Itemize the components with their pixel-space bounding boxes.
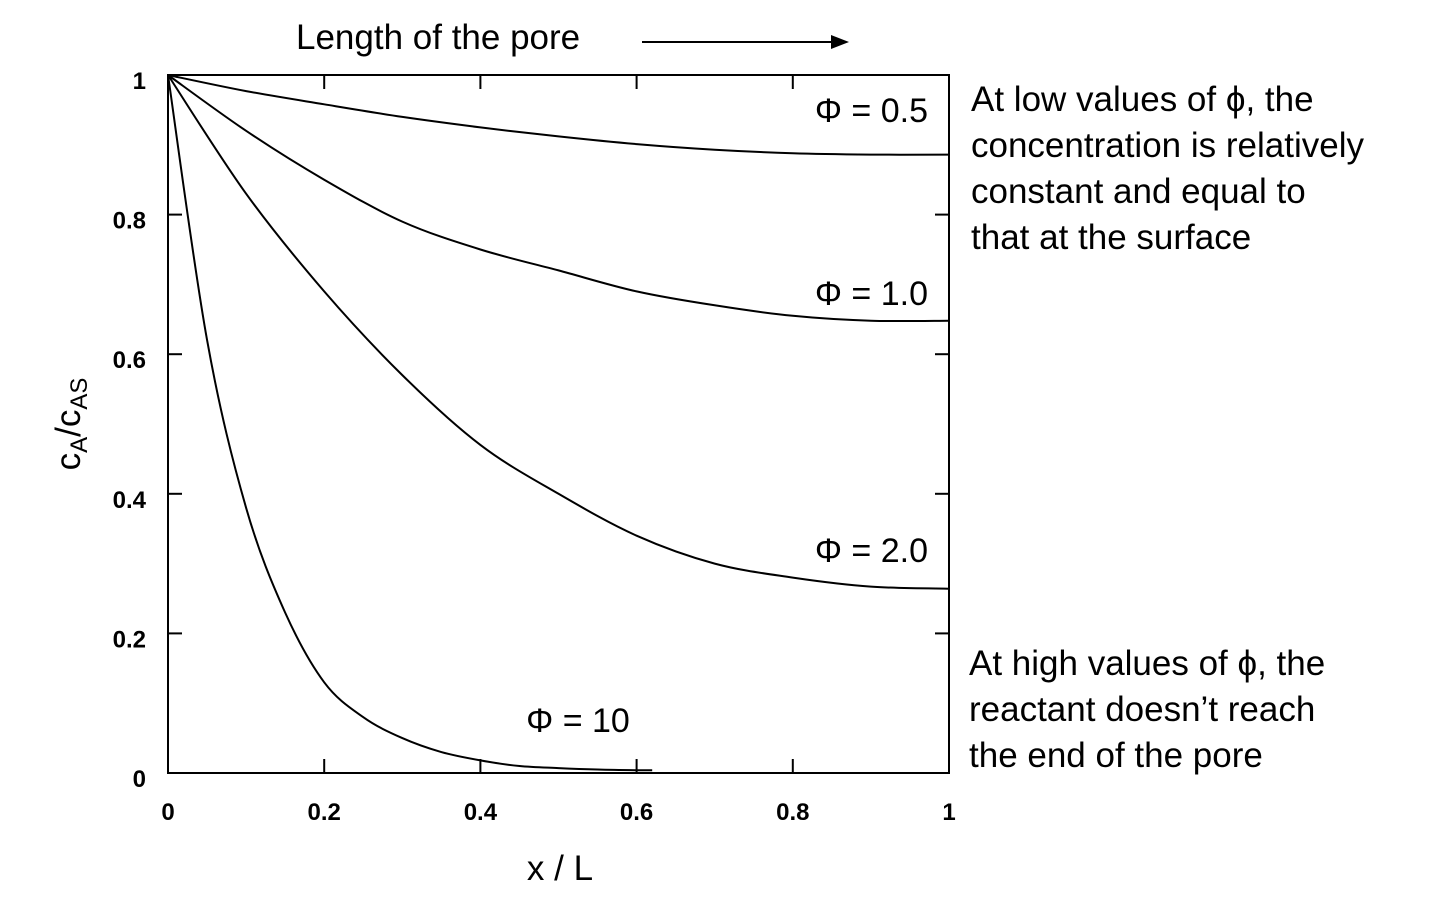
series-label-phi-0-5: Φ = 0.5: [815, 92, 928, 130]
series-label-phi-10: Φ = 10: [526, 702, 630, 740]
y-axis-title-mid: /c: [49, 410, 88, 437]
y-tick-label: 0.6: [113, 347, 146, 374]
x-tick-label: 0.8: [776, 799, 809, 826]
series-line-phi-2-0: [167, 74, 950, 590]
series-line-phi-0-5: [167, 74, 950, 156]
tick-labels: 0 0.2 0.4 0.6 0.8 1 0 0.2 0.4 0.6 0.8 1: [113, 68, 956, 826]
series-lines: [167, 74, 950, 772]
x-tick-label: 1: [942, 799, 955, 826]
pore-length-label: Length of the pore: [296, 18, 580, 57]
x-tick-label: 0: [161, 799, 174, 826]
plot-frame: [167, 74, 950, 774]
x-axis-title: x / L: [527, 849, 593, 888]
y-tick-label: 0.2: [113, 626, 146, 653]
series-label-phi-2-0: Φ = 2.0: [815, 532, 928, 570]
y-tick-label: 0.4: [113, 487, 147, 514]
y-axis-title: cA/cAS: [49, 378, 93, 471]
y-axis-title-sub2: AS: [66, 378, 93, 410]
series-line-phi-1-0: [167, 74, 950, 323]
direction-arrow: [642, 35, 849, 49]
high-phi-annotation: At high values of ϕ, the reactant doesn’…: [969, 644, 1326, 775]
series-line-phi-10: [167, 74, 653, 772]
x-tick-label: 0.6: [620, 799, 653, 826]
y-tick-label: 0: [133, 766, 146, 793]
y-axis-title-sub1: A: [66, 437, 93, 453]
y-tick-label: 0.8: [113, 208, 146, 235]
series-labels: Φ = 0.5 Φ = 1.0 Φ = 2.0 Φ = 10: [526, 92, 928, 740]
x-tick-label: 0.2: [308, 799, 341, 826]
axis-ticks: [167, 74, 950, 774]
y-tick-label: 1: [133, 68, 146, 95]
y-axis-title-base: c: [49, 453, 88, 471]
x-tick-label: 0.4: [464, 799, 498, 826]
series-label-phi-1-0: Φ = 1.0: [815, 275, 928, 313]
low-phi-annotation: At low values of ϕ, the concentration is…: [971, 80, 1364, 257]
